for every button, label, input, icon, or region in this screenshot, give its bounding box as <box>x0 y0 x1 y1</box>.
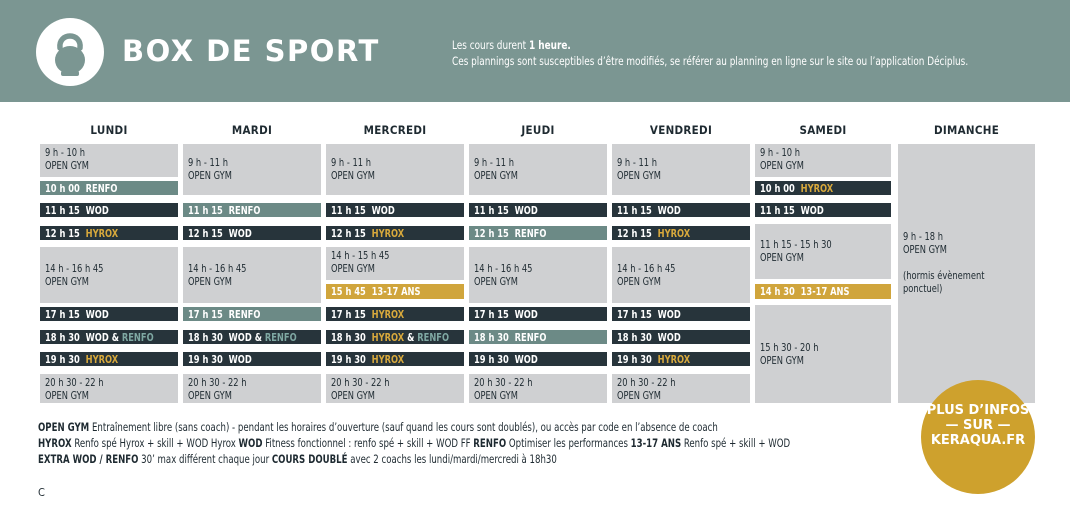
slot-mardi-wod-renfo: 18 h 30 WOD & RENFO <box>183 330 321 344</box>
slot-samedi-wod: 11 h 15 WOD <box>755 203 891 217</box>
day-header-vendredi: VENDREDI <box>649 123 713 137</box>
page-title: BOX DE SPORT <box>122 34 380 68</box>
slot-jeudi-renfo-evening: 18 h 30 RENFO <box>469 330 607 344</box>
slot-samedi-hyrox: 10 h 00 HYROX <box>755 181 891 195</box>
slot-lundi-open-gym-afternoon: 14 h - 16 h 45 OPEN GYM <box>40 247 178 303</box>
more-info-badge[interactable]: PLUS D’INFOS — SUR — KERAQUA.FR <box>921 380 1035 494</box>
slot-lundi-wod-renfo: 18 h 30 WOD & RENFO <box>40 330 178 344</box>
slot-mardi-open-gym-night: 20 h 30 - 22 h OPEN GYM <box>183 374 321 403</box>
day-header-mercredi: MERCREDI <box>363 123 427 137</box>
slot-samedi-open-gym: 9 h - 10 h OPEN GYM <box>755 144 891 177</box>
slot-vendredi-open-gym-afternoon: 14 h - 16 h 45 OPEN GYM <box>612 247 750 303</box>
slot-samedi-open-gym-afternoon: 15 h 30 - 20 h OPEN GYM <box>755 305 891 403</box>
slot-jeudi-wod-evening: 17 h 15 WOD <box>469 307 607 321</box>
slot-mardi-wod: 12 h 15 WOD <box>183 226 321 240</box>
slot-lundi-open-gym: 9 h - 10 h OPEN GYM <box>40 144 178 177</box>
slot-mardi-renfo-evening: 17 h 15 RENFO <box>183 307 321 321</box>
slot-mercredi-open-gym-afternoon: 14 h - 15 h 45 OPEN GYM <box>326 247 464 280</box>
day-header-mardi: MARDI <box>231 123 273 137</box>
footer-letter: C <box>38 486 45 499</box>
slot-mercredi-hyrox-evening: 17 h 15 HYROX <box>326 307 464 321</box>
slot-vendredi-wod-1830: 18 h 30 WOD <box>612 330 750 344</box>
slot-jeudi-renfo: 12 h 15 RENFO <box>469 226 607 240</box>
slot-lundi-open-gym-night: 20 h 30 - 22 h OPEN GYM <box>40 374 178 403</box>
slot-lundi-wod: 11 h 15 WOD <box>40 203 178 217</box>
logo <box>36 18 104 86</box>
slot-mercredi-hyrox: 12 h 15 HYROX <box>326 226 464 240</box>
slot-vendredi-hyrox: 12 h 15 HYROX <box>612 226 750 240</box>
slot-lundi-renfo: 10 h 00 RENFO <box>40 181 178 195</box>
slot-mardi-open-gym: 9 h - 11 h OPEN GYM <box>183 144 321 195</box>
slot-vendredi-open-gym: 9 h - 11 h OPEN GYM <box>612 144 750 195</box>
legend-line-classes: HYROX Renfo spé Hyrox + skill + WOD Hyro… <box>38 436 791 450</box>
slot-samedi-open-gym-midday: 11 h 15 - 15 h 30 OPEN GYM <box>755 224 891 279</box>
slot-lundi-hyrox-evening: 19 h 30 HYROX <box>40 352 178 366</box>
info-text: Les cours durent 1 heure. Ces plannings … <box>452 38 969 68</box>
day-header-jeudi: JEUDI <box>521 123 555 137</box>
slot-jeudi-open-gym: 9 h - 11 h OPEN GYM <box>469 144 607 195</box>
slot-jeudi-wod-night: 19 h 30 WOD <box>469 352 607 366</box>
slot-mercredi-open-gym-night: 20 h 30 - 22 h OPEN GYM <box>326 374 464 403</box>
slot-vendredi-wod-evening: 17 h 15 WOD <box>612 307 750 321</box>
slot-mardi-wod-evening: 19 h 30 WOD <box>183 352 321 366</box>
slot-vendredi-open-gym-night: 20 h 30 - 22 h OPEN GYM <box>612 374 750 403</box>
legend: OPEN GYM Entraînement libre (sans coach)… <box>38 419 790 467</box>
slot-mercredi-13-17-ans: 15 h 45 13-17 ANS <box>326 284 464 299</box>
legend-line-extra: EXTRA WOD / RENFO 30’ max différent chaq… <box>38 452 557 466</box>
slot-jeudi-open-gym-night: 20 h 30 - 22 h OPEN GYM <box>469 374 607 403</box>
slot-mercredi-hyrox-night: 19 h 30 HYROX <box>326 352 464 366</box>
slot-jeudi-open-gym-afternoon: 14 h - 16 h 45 OPEN GYM <box>469 247 607 303</box>
slot-jeudi-wod: 11 h 15 WOD <box>469 203 607 217</box>
day-header-lundi: LUNDI <box>90 123 128 137</box>
day-header-dimanche: DIMANCHE <box>933 123 1000 137</box>
slot-dimanche-open-gym: 9 h - 18 h OPEN GYM (hormis évènement ponct… <box>898 144 1035 403</box>
slot-mercredi-wod: 11 h 15 WOD <box>326 203 464 217</box>
kettlebell-icon <box>55 33 85 76</box>
slot-vendredi-hyrox-night: 19 h 30 HYROX <box>612 352 750 366</box>
slot-lundi-hyrox: 12 h 15 HYROX <box>40 226 178 240</box>
slot-vendredi-wod: 11 h 15 WOD <box>612 203 750 217</box>
slot-lundi-wod-evening: 17 h 15 WOD <box>40 307 178 321</box>
header-bar: BOX DE SPORT Les cours durent 1 heure. C… <box>0 0 1070 102</box>
slot-samedi-13-17-ans: 14 h 30 13-17 ANS <box>755 284 891 299</box>
slot-mercredi-hyrox-renfo: 18 h 30 HYROX & RENFO <box>326 330 464 344</box>
slot-mercredi-open-gym: 9 h - 11 h OPEN GYM <box>326 144 464 195</box>
slot-mardi-open-gym-afternoon: 14 h - 16 h 45 OPEN GYM <box>183 247 321 303</box>
day-header-samedi: SAMEDI <box>799 123 847 137</box>
slot-mardi-renfo: 11 h 15 RENFO <box>183 203 321 217</box>
legend-line-open-gym: OPEN GYM Entraînement libre (sans coach)… <box>38 420 718 434</box>
